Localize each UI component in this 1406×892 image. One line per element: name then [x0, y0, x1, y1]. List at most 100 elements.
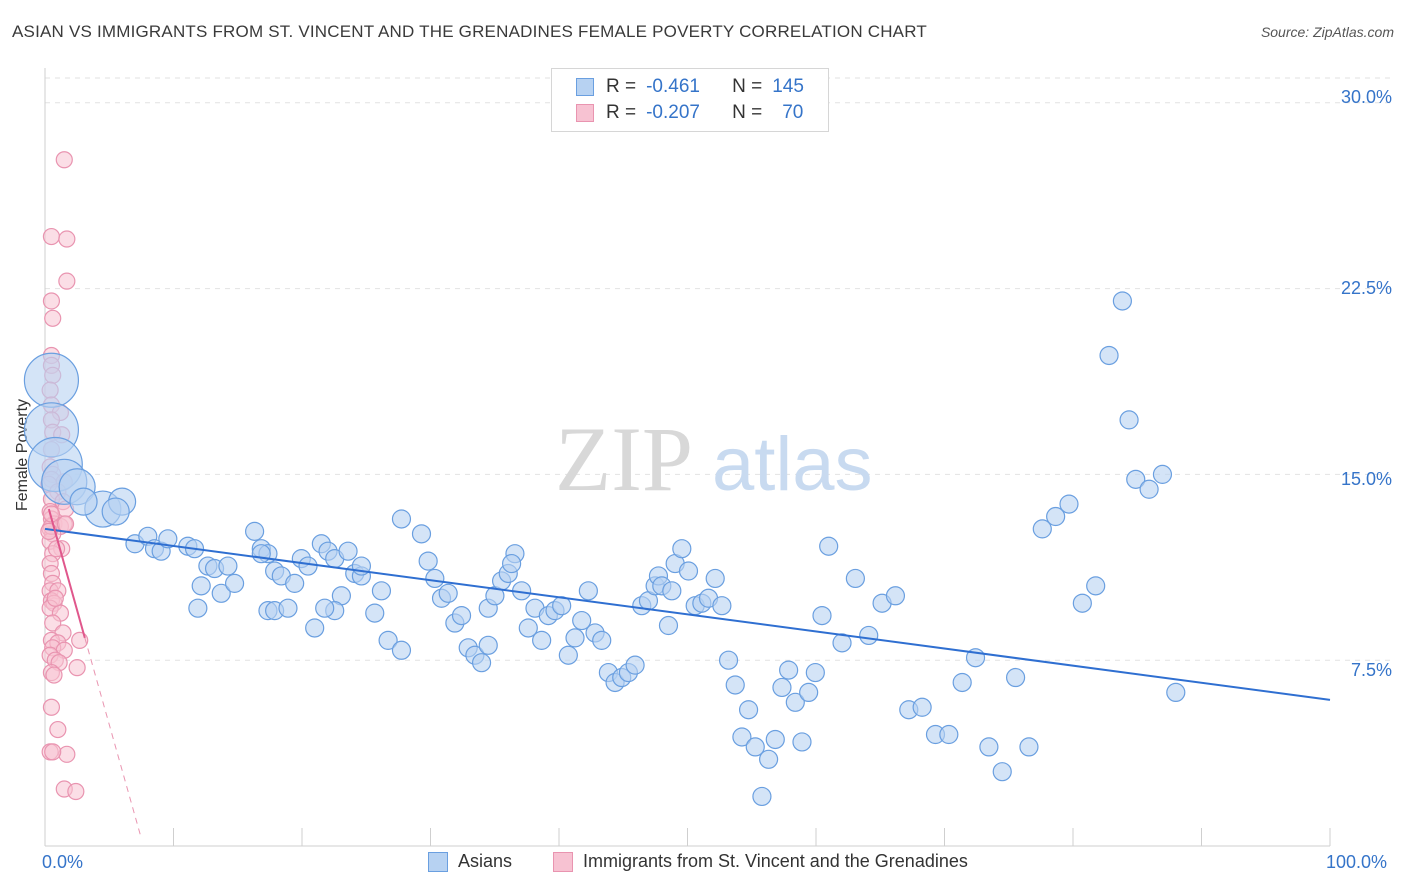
point-immigrants	[49, 720, 67, 739]
point-asians	[298, 556, 318, 576]
point-asians	[799, 682, 819, 703]
point-asians	[1099, 345, 1119, 366]
watermark: ZIP atlas	[555, 408, 873, 510]
point-asians	[245, 521, 265, 541]
point-asians	[378, 630, 398, 650]
point-asians	[725, 675, 745, 695]
point-asians	[772, 677, 792, 698]
point-immigrants	[58, 745, 76, 763]
point-asians	[712, 596, 732, 616]
point-asians	[765, 729, 785, 750]
point-asians	[502, 553, 522, 574]
point-asians	[191, 576, 211, 596]
point-immigrants	[42, 698, 61, 716]
point-asians	[979, 737, 999, 757]
legend-n-label: N =	[732, 76, 763, 97]
legend-swatch-blue	[576, 78, 594, 96]
point-asians	[251, 544, 271, 564]
point-immigrants	[42, 227, 61, 246]
trend-line-immigrants-extension	[84, 637, 142, 839]
point-asians	[992, 762, 1012, 782]
point-asians	[338, 541, 358, 561]
x-tick-label-min: 0.0%	[42, 852, 84, 872]
point-asians	[578, 581, 598, 601]
legend-item-immigrants[interactable]: Immigrants from St. Vincent and the Gren…	[553, 851, 968, 872]
series-legend: Asians Immigrants from St. Vincent and t…	[0, 851, 1406, 877]
legend-swatch-pink	[576, 104, 594, 122]
point-asians	[391, 509, 412, 529]
y-tick-label: 22.5%	[1340, 278, 1392, 298]
point-immigrants	[55, 151, 73, 169]
point-immigrants	[58, 230, 76, 248]
point-asians	[792, 732, 812, 752]
point-immigrants	[44, 309, 62, 327]
point-asians	[478, 635, 498, 655]
watermark-zip: ZIP	[555, 408, 693, 510]
point-asians	[1112, 291, 1132, 311]
point-immigrants	[56, 515, 75, 533]
source-label: Source: ZipAtlas.com	[1260, 24, 1394, 40]
legend-row-immigrants: R = -0.207 N = 70	[576, 101, 803, 125]
point-immigrants	[42, 505, 61, 523]
legend-n-label: N =	[732, 102, 763, 123]
point-asians	[218, 556, 238, 576]
point-asians	[1152, 464, 1173, 484]
point-asians	[158, 529, 178, 549]
y-tick-label: 30.0%	[1340, 87, 1392, 107]
point-immigrants	[67, 782, 85, 801]
point-asians	[718, 650, 739, 670]
point-asians	[418, 551, 438, 571]
point-immigrants	[58, 272, 76, 290]
point-asians	[752, 786, 772, 807]
point-asians	[1032, 519, 1052, 539]
point-asians	[365, 603, 385, 623]
point-asians	[211, 583, 231, 603]
point-asians	[705, 568, 725, 589]
point-immigrants	[68, 659, 86, 677]
point-asians	[885, 586, 906, 606]
point-asians	[305, 618, 325, 638]
legend-label-asians: Asians	[458, 851, 513, 871]
point-asians	[658, 615, 679, 636]
legend-label-immigrants: Immigrants from St. Vincent and the Gren…	[583, 851, 968, 871]
point-asians	[779, 660, 799, 680]
point-immigrants	[44, 614, 62, 632]
legend-n-value: 70	[782, 102, 804, 123]
point-asians	[738, 700, 759, 720]
point-asians	[845, 568, 865, 589]
point-asians	[188, 598, 208, 618]
y-tick-label: 15.0%	[1340, 469, 1392, 489]
legend-item-asians[interactable]: Asians	[428, 851, 512, 872]
point-asians	[278, 598, 298, 618]
point-asians	[518, 618, 538, 638]
point-asians	[732, 727, 752, 747]
legend-r-value: -0.207	[646, 102, 700, 123]
point-asians	[1139, 479, 1159, 499]
point-asians	[745, 737, 765, 757]
legend-r-label: R =	[606, 76, 637, 97]
point-asians	[285, 573, 305, 593]
point-asians	[224, 573, 245, 593]
point-immigrants	[46, 589, 64, 607]
point-asians	[101, 497, 130, 526]
point-asians	[832, 633, 852, 653]
point-asians	[391, 640, 412, 660]
point-asians	[565, 628, 585, 648]
point-asians	[411, 524, 432, 544]
x-tick-label-max: 100.0%	[1326, 852, 1388, 872]
legend-r-value: -0.461	[646, 76, 700, 97]
point-immigrants	[45, 666, 63, 684]
point-asians	[859, 625, 879, 646]
point-asians	[672, 539, 692, 559]
point-asians	[69, 487, 98, 516]
point-asians	[1019, 737, 1039, 757]
point-asians	[1046, 506, 1066, 527]
blue-points	[23, 291, 1186, 807]
point-asians	[1119, 410, 1139, 430]
trend-lines	[44, 508, 1331, 839]
point-asians	[625, 655, 645, 675]
point-asians	[1059, 494, 1079, 514]
point-asians	[1005, 667, 1026, 688]
point-asians	[785, 692, 805, 712]
